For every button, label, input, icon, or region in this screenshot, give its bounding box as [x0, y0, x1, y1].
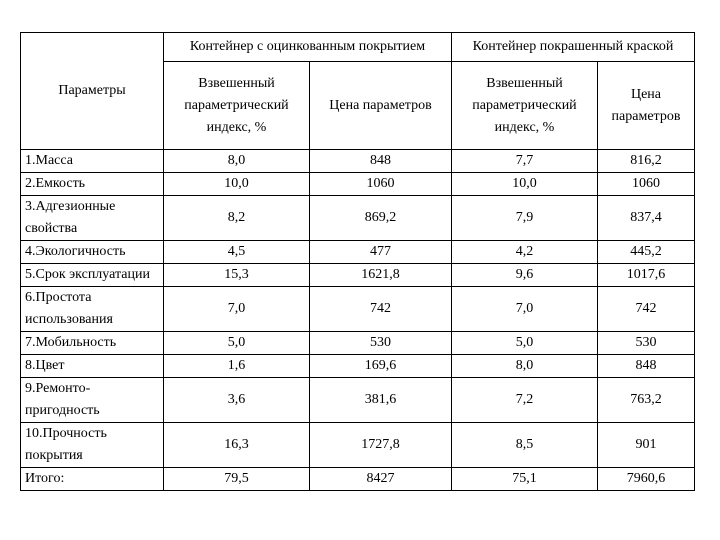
param-name-cell: 8.Цвет — [20, 354, 164, 378]
table-row: 2.Емкость 10,0 1060 10,0 1060 — [20, 172, 695, 196]
header-param-price-galvanized: Цена параметров — [309, 61, 452, 150]
table-row: 8.Цвет 1,6 169,6 8,0 848 — [20, 354, 695, 378]
galvanized-index-cell: 1,6 — [163, 354, 310, 378]
galvanized-price-cell: 1727,8 — [309, 422, 452, 468]
galvanized-price-cell: 869,2 — [309, 195, 452, 241]
galvanized-index-cell: 16,3 — [163, 422, 310, 468]
galvanized-price-cell: 169,6 — [309, 354, 452, 378]
table-row: 7.Мобильность 5,0 530 5,0 530 — [20, 331, 695, 355]
painted-index-cell: 7,7 — [451, 149, 598, 173]
galvanized-index-cell: 8,2 — [163, 195, 310, 241]
galvanized-index-cell: 3,6 — [163, 377, 310, 423]
galvanized-price-cell: 742 — [309, 286, 452, 332]
galvanized-price-cell: 848 — [309, 149, 452, 173]
painted-index-cell: 7,9 — [451, 195, 598, 241]
galvanized-price-cell: 1621,8 — [309, 263, 452, 287]
painted-index-cell: 8,0 — [451, 354, 598, 378]
galvanized-index-cell: 15,3 — [163, 263, 310, 287]
galvanized-index-cell: 79,5 — [163, 467, 310, 491]
painted-index-cell: 4,2 — [451, 240, 598, 264]
header-param-price-painted: Цена параметров — [597, 61, 695, 150]
galvanized-index-cell: 10,0 — [163, 172, 310, 196]
table-row: 3.Адгезионные свойства 8,2 869,2 7,9 837,4 — [20, 195, 695, 241]
painted-index-cell: 7,2 — [451, 377, 598, 423]
table-row: 1.Масса 8,0 848 7,7 816,2 — [20, 149, 695, 173]
parameters-table: Параметры Контейнер с оцинкованным покры… — [20, 31, 695, 491]
table-row: 4.Экологичность 4,5 477 4,2 445,2 — [20, 240, 695, 264]
galvanized-index-cell: 4,5 — [163, 240, 310, 264]
painted-price-cell: 901 — [597, 422, 695, 468]
galvanized-price-cell: 477 — [309, 240, 452, 264]
table-row: Итого: 79,5 8427 75,1 7960,6 — [20, 467, 695, 491]
param-name-cell: 1.Масса — [20, 149, 164, 173]
header-group-galvanized: Контейнер с оцинкованным покрытием — [163, 31, 452, 63]
table-row: 10.Прочность покрытия 16,3 1727,8 8,5 901 — [20, 422, 695, 468]
painted-index-cell: 7,0 — [451, 286, 598, 332]
galvanized-index-cell: 5,0 — [163, 331, 310, 355]
painted-price-cell: 1017,6 — [597, 263, 695, 287]
param-name-cell: 7.Мобильность — [20, 331, 164, 355]
painted-price-cell: 848 — [597, 354, 695, 378]
painted-price-cell: 1060 — [597, 172, 695, 196]
table-row: 9.Ремонто- пригодность 3,6 381,6 7,2 763,2 — [20, 377, 695, 423]
header-group-painted: Контейнер покрашенный краской — [451, 31, 695, 63]
painted-price-cell: 445,2 — [597, 240, 695, 264]
param-name-cell: 5.Срок эксплуатации — [20, 263, 164, 287]
header-row-groups: Параметры Контейнер с оцинкованным покры… — [20, 31, 695, 150]
header-params: Параметры — [20, 32, 164, 150]
galvanized-index-cell: 7,0 — [163, 286, 310, 332]
painted-price-cell: 742 — [597, 286, 695, 332]
header-weighted-index-painted: Взвешенный параметрический индекс, % — [451, 61, 598, 150]
param-name-cell: 4.Экологичность — [20, 240, 164, 264]
param-name-cell: 9.Ремонто- пригодность — [20, 377, 164, 423]
painted-index-cell: 8,5 — [451, 422, 598, 468]
galvanized-price-cell: 8427 — [309, 467, 452, 491]
painted-price-cell: 763,2 — [597, 377, 695, 423]
param-name-cell: 3.Адгезионные свойства — [20, 195, 164, 241]
header-row-columns: Взвешенный параметрический индекс, % Цен… — [21, 61, 695, 150]
table-row: 5.Срок эксплуатации 15,3 1621,8 9,6 1017,6 — [20, 263, 695, 287]
painted-index-cell: 5,0 — [451, 331, 598, 355]
galvanized-price-cell: 1060 — [309, 172, 452, 196]
galvanized-price-cell: 381,6 — [309, 377, 452, 423]
painted-index-cell: 10,0 — [451, 172, 598, 196]
param-name-cell: 10.Прочность покрытия — [20, 422, 164, 468]
painted-index-cell: 75,1 — [451, 467, 598, 491]
param-name-cell: Итого: — [20, 467, 164, 491]
param-name-cell: 6.Простота использования — [20, 286, 164, 332]
painted-price-cell: 837,4 — [597, 195, 695, 241]
galvanized-index-cell: 8,0 — [163, 149, 310, 173]
header-weighted-index-galvanized: Взвешенный параметрический индекс, % — [163, 61, 310, 150]
table-row: 6.Простота использования 7,0 742 7,0 742 — [20, 286, 695, 332]
painted-price-cell: 530 — [597, 331, 695, 355]
painted-price-cell: 7960,6 — [597, 467, 695, 491]
param-name-cell: 2.Емкость — [20, 172, 164, 196]
painted-index-cell: 9,6 — [451, 263, 598, 287]
galvanized-price-cell: 530 — [309, 331, 452, 355]
painted-price-cell: 816,2 — [597, 149, 695, 173]
